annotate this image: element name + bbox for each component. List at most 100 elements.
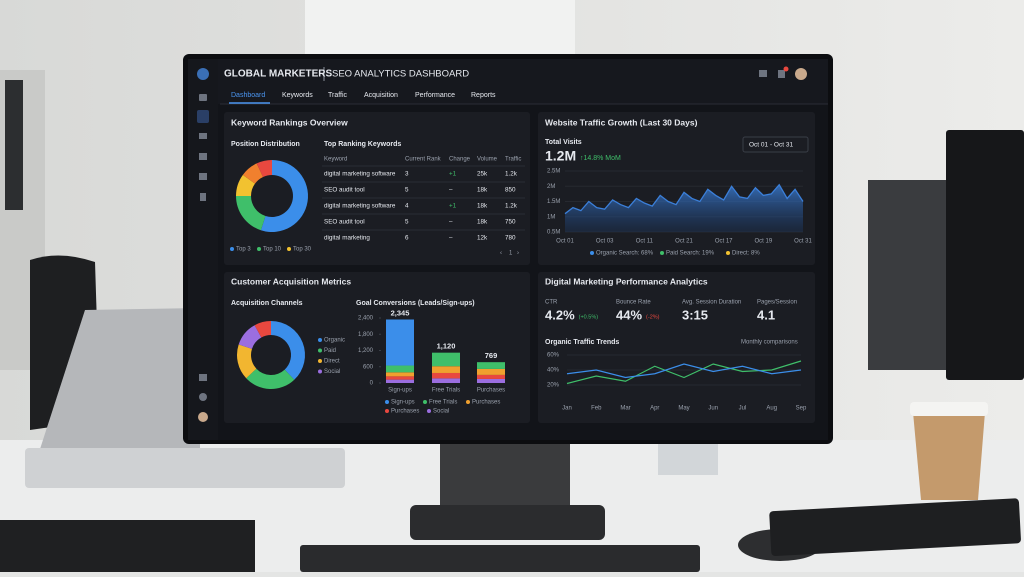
kpi-label: Pages/Session [757,300,797,306]
donut-slice [237,344,257,379]
cell: – [449,187,453,194]
cell: digital marketing software [324,171,396,178]
legend-dot [590,251,594,255]
y-tick-label: 1,200 [358,348,374,354]
cell: +1 [449,171,457,178]
cell: 6 [405,235,409,242]
donut-slice [271,321,305,380]
icon-bell[interactable] [778,70,785,78]
cell: 5 [405,187,409,194]
line [566,363,802,379]
cell: 1.2k [505,171,518,178]
bar-segment [432,372,460,379]
y-tick-label: 2M [547,184,555,190]
kpi-label: CTR [545,300,558,306]
y-tick-label: 1,800 [358,332,374,338]
column-header: Change [449,157,471,163]
date-picker[interactable] [742,136,809,153]
icon-chat[interactable] [199,374,207,381]
x-tick-label: Mar [620,406,630,412]
date-range: Oct 01 - Oct 31 [749,142,793,149]
next-page[interactable]: › [517,251,519,257]
laptop-base [25,448,345,488]
avatar[interactable] [198,412,208,422]
notebook [0,520,255,572]
legend-dot [257,247,261,251]
donut-slice [256,160,272,177]
icon-grid[interactable] [759,70,767,77]
shelf-item [5,80,23,210]
donut-slice [260,160,308,233]
kpi-label: Avg. Session Duration [682,300,741,306]
nav-tab: Traffic [328,92,348,99]
y-tick-label: 0 [370,381,374,387]
sidebar-icons [197,94,209,422]
y-tick-label: 60% [547,353,560,359]
cell: 5 [405,219,409,226]
icon-home[interactable] [199,94,207,101]
nav-tab: Reports [471,92,496,99]
app-title: SEO ANALYTICS DASHBOARD [332,69,469,80]
x-tick-label: Oct 21 [675,239,693,245]
bar-segment [386,379,414,383]
panel-title: Website Traffic Growth (Last 30 Days) [545,117,698,127]
x-tick-label: Free Trials [432,388,460,394]
nav-tab: Acquisition [364,92,398,99]
x-tick-label: Apr [650,406,659,412]
y-tick-label: 600 [363,364,374,370]
bar-segment [432,366,460,373]
legend-label: Direct: 8% [732,251,760,257]
cell: SEO audit tool [324,187,365,194]
cell: 4 [405,203,409,210]
chart-title: Goal Conversions (Leads/Sign-ups) [356,300,475,307]
bar-segment [477,378,505,383]
area [565,184,803,232]
bar-segment [477,362,505,369]
total-label: 1,120 [437,342,456,351]
kpi-delta: (-2%) [646,314,660,320]
chart-title: Position Distribution [231,141,300,148]
icon-settings[interactable] [199,393,207,401]
cell: 850 [505,187,516,194]
legend-dot [318,369,322,374]
keyboard [300,545,700,572]
cell: 780 [505,235,516,242]
icon-calendar[interactable] [199,153,207,160]
cell: 3 [405,171,409,178]
page-number: 1 [509,251,513,257]
user-avatar[interactable] [795,68,807,80]
legend-dot [385,409,389,413]
prev-page[interactable]: ‹ [500,251,502,257]
panel-title: Keyword Rankings Overview [231,117,348,127]
icon-docs[interactable] [200,193,206,201]
bg-monitor [868,180,948,370]
legend-dot [318,338,322,342]
column-header: Keyword [324,157,347,163]
legend-dot [287,247,291,251]
cell: 1.2k [505,203,518,210]
bar-segment [386,372,414,377]
cell: 18k [477,187,488,194]
y-tick-label: 2.5M [547,169,560,175]
legend-dot [318,348,322,353]
cell: – [449,219,453,226]
x-tick-label: Jun [708,406,718,412]
panel-title: Digital Marketing Performance Analytics [545,276,708,286]
cell: 750 [505,219,516,226]
x-tick-label: Oct 03 [596,239,614,245]
cell: 18k [477,203,488,210]
x-tick-label: Oct 11 [636,239,654,245]
line [566,360,802,385]
icon-trends[interactable] [199,133,207,139]
total-label: 769 [485,351,498,360]
icon-dashboard[interactable] [197,110,209,123]
legend-label: Organic [324,338,345,344]
top-bar [188,59,828,104]
legend-label: Purchases [472,400,500,406]
panel [224,272,530,423]
y-tick-label: 1.5M [547,199,560,205]
icon-reports[interactable] [199,173,207,180]
legend-label: Top 30 [293,247,312,253]
legend-label: Top 3 [236,247,251,253]
